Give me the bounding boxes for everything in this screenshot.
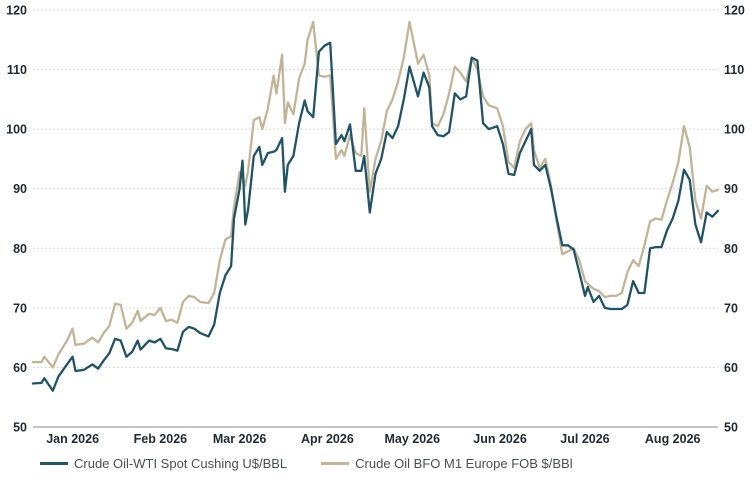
x-tick-label: Jul 2026	[560, 432, 609, 446]
x-tick-label: Mar 2026	[213, 432, 267, 446]
x-tick-label: Jan 2026	[46, 432, 99, 446]
legend-item-wti: Crude Oil-WTI Spot Cushing U$/BBL	[40, 456, 287, 471]
y-tick-label-left: 110	[7, 63, 27, 77]
legend-label-wti: Crude Oil-WTI Spot Cushing U$/BBL	[74, 456, 288, 471]
legend-swatch-bfo	[321, 462, 350, 465]
y-tick-label-right: 50	[724, 421, 738, 435]
y-tick-label-right: 70	[724, 301, 738, 315]
x-tick-label: Aug 2026	[645, 432, 701, 446]
legend: Crude Oil-WTI Spot Cushing U$/BBL Crude …	[40, 456, 607, 471]
y-tick-label-left: 100	[6, 123, 27, 137]
y-tick-label-left: 60	[13, 361, 27, 375]
y-tick-label-right: 90	[724, 182, 738, 196]
x-tick-label: May 2026	[384, 432, 440, 446]
y-tick-label-left: 70	[13, 301, 27, 315]
y-tick-label-right: 100	[724, 123, 745, 137]
y-tick-label-left: 90	[13, 182, 27, 196]
x-tick-label: Jun 2026	[473, 432, 527, 446]
legend-label-bfo: Crude Oil BFO M1 Europe FOB $/BBl	[355, 456, 573, 471]
y-tick-label-right: 110	[724, 63, 744, 77]
y-tick-label-right: 60	[724, 361, 738, 375]
series-line-bfo	[31, 20, 720, 369]
x-tick-label: Feb 2026	[134, 432, 188, 446]
y-tick-label-left: 80	[13, 242, 27, 256]
y-tick-label-right: 120	[724, 4, 745, 18]
y-tick-label-left: 50	[13, 421, 27, 435]
x-tick-label: Apr 2026	[301, 432, 354, 446]
y-tick-label-right: 80	[724, 242, 738, 256]
legend-swatch-wti	[40, 462, 68, 465]
y-tick-label-left: 120	[6, 4, 27, 18]
series-line-wti	[31, 41, 720, 392]
legend-item-bfo: Crude Oil BFO M1 Europe FOB $/BBl	[321, 456, 573, 471]
line-chart: 50 50 60 60 70 70 80 80 90 90 100 100 110 110 120 120 Ja…	[6, 4, 745, 447]
